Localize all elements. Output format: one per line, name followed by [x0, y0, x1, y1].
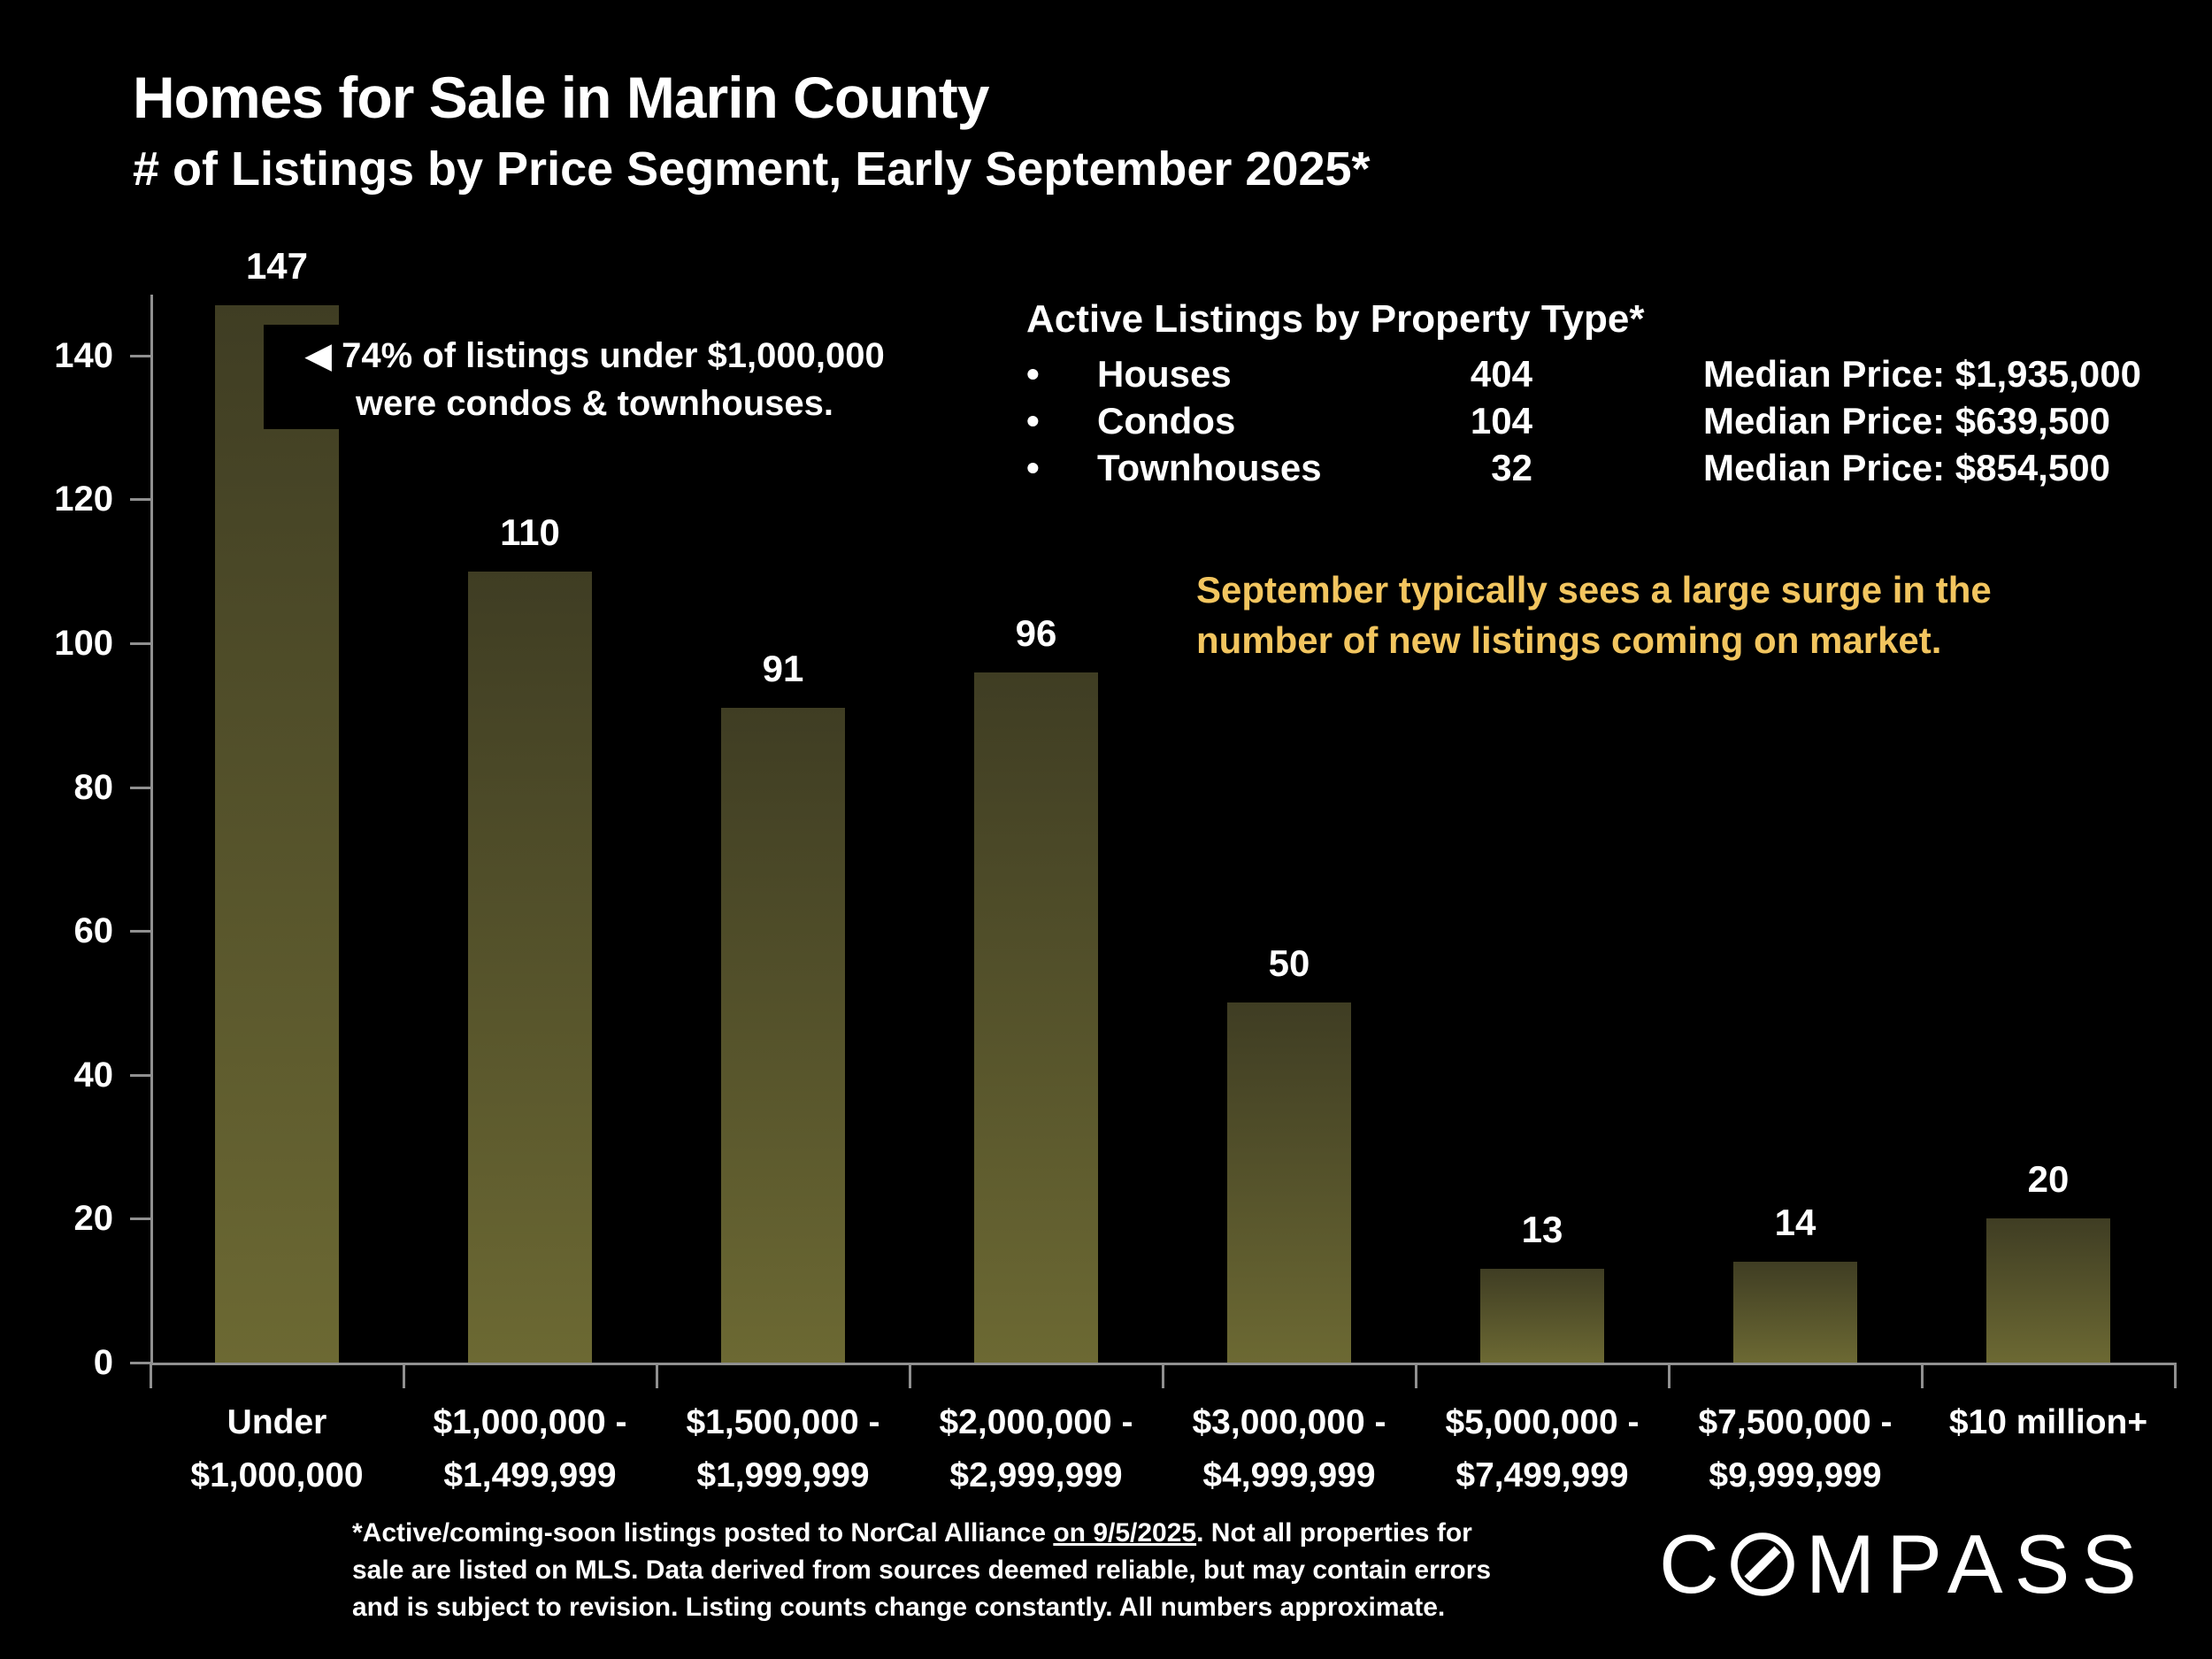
x-axis-tick	[656, 1363, 658, 1388]
x-axis-tick	[1162, 1363, 1164, 1388]
y-axis-tick	[130, 1217, 150, 1221]
x-category-line: Under	[227, 1403, 327, 1441]
y-axis-tick	[130, 498, 150, 502]
bar-value-label: 110	[500, 511, 560, 553]
bar-value-label: 91	[762, 648, 804, 689]
y-axis-tick-label: 100	[54, 624, 113, 663]
y-axis-tick	[130, 1362, 150, 1364]
y-axis-tick-label: 0	[93, 1343, 113, 1382]
bar-value-label: 13	[1521, 1209, 1563, 1250]
bullet-icon: •	[1026, 447, 1040, 488]
x-category-label: $5,000,000 - $7,499,999	[1416, 1396, 1669, 1502]
x-category-line: $10 million+	[1948, 1403, 2148, 1441]
x-category-line: $1,499,999	[443, 1456, 617, 1494]
bar-value-label: 50	[1268, 942, 1310, 984]
footnote: *Active/coming-soon listings posted to N…	[352, 1515, 1491, 1626]
bar-value-label: 14	[1774, 1202, 1816, 1243]
property-row-label: Houses	[1097, 353, 1232, 395]
x-category-label: $1,000,000 - $1,499,999	[403, 1396, 657, 1502]
page-subtitle: # of Listings by Price Segment, Early Se…	[133, 142, 1371, 196]
y-axis-tick-label: 80	[73, 767, 114, 807]
x-category-label: $2,000,000 - $2,999,999	[910, 1396, 1163, 1502]
x-axis-tick	[2174, 1363, 2177, 1388]
x-category-line: $7,500,000 -	[1698, 1403, 1893, 1441]
x-category-line: $1,000,000	[190, 1456, 364, 1494]
property-row-count: 104	[1470, 400, 1532, 442]
compass-logo: C MPASS	[1659, 1517, 2154, 1610]
x-category-line: $1,000,000 -	[433, 1403, 627, 1441]
bar	[1733, 1262, 1857, 1363]
annotation-line1: ◀ 74% of listings under $1,000,000	[264, 332, 926, 380]
bar	[721, 708, 845, 1363]
property-row-label: Condos	[1097, 400, 1236, 442]
property-row-median: Median Price: $639,500	[1703, 400, 2110, 442]
bar	[1986, 1218, 2110, 1363]
property-row-median: Median Price: $1,935,000	[1703, 353, 2141, 395]
y-axis-line	[150, 295, 153, 1365]
bar	[215, 305, 339, 1363]
y-axis-tick-label: 40	[73, 1055, 114, 1094]
x-category-line: $7,499,999	[1455, 1456, 1629, 1494]
x-category-label: $10 million+	[1922, 1396, 2175, 1449]
bar-value-label: 147	[245, 245, 309, 287]
y-axis-tick	[130, 354, 150, 357]
x-axis-tick	[1415, 1363, 1417, 1388]
x-category-line: $2,000,000 -	[939, 1403, 1133, 1441]
y-axis-tick	[130, 930, 150, 933]
footnote-line2: sale are listed on MLS. Data derived fro…	[352, 1555, 1492, 1585]
annotation-text1: 74% of listings under $1,000,000	[342, 336, 885, 375]
bullet-icon: •	[1026, 400, 1040, 442]
annotation-text2: were condos & townhouses.	[355, 384, 834, 423]
y-axis-tick-label: 140	[54, 335, 113, 375]
logo-letter-c: C	[1659, 1517, 1719, 1610]
bar	[974, 672, 1098, 1363]
september-note-line2: number of new listings coming on market.	[1196, 619, 1942, 661]
bar-value-label: 96	[1015, 612, 1057, 654]
footnote-line3: and is subject to revision. Listing coun…	[352, 1593, 1446, 1622]
x-category-line: $1,999,999	[696, 1456, 870, 1494]
bar	[1227, 1002, 1351, 1363]
x-category-label: $1,500,000 - $1,999,999	[657, 1396, 910, 1502]
x-category-label: Under $1,000,000	[150, 1396, 403, 1502]
y-axis-tick	[130, 1073, 150, 1077]
property-panel-title: Active Listings by Property Type*	[1026, 297, 1645, 341]
x-axis-tick	[1668, 1363, 1671, 1388]
annotation-callout: ◀ 74% of listings under $1,000,000 were …	[264, 325, 926, 429]
x-category-line: $1,500,000 -	[686, 1403, 880, 1441]
x-axis-tick	[403, 1363, 405, 1388]
page-title: Homes for Sale in Marin County	[133, 65, 989, 130]
footnote-line1: *Active/coming-soon listings posted to N…	[352, 1518, 1472, 1548]
september-note: September typically sees a large surge i…	[1196, 565, 1992, 665]
x-category-label: $7,500,000 - $9,999,999	[1669, 1396, 1922, 1502]
x-axis-tick	[909, 1363, 911, 1388]
x-category-line: $4,999,999	[1202, 1456, 1376, 1494]
y-axis-tick	[130, 642, 150, 645]
bar-value-label: 20	[2027, 1158, 2070, 1200]
y-axis-tick-label: 120	[54, 480, 113, 519]
bar	[468, 572, 592, 1363]
x-category-label: $3,000,000 - $4,999,999	[1163, 1396, 1416, 1502]
bullet-icon: •	[1026, 353, 1040, 395]
y-axis-tick-label: 20	[73, 1199, 114, 1239]
x-category-line: $9,999,999	[1709, 1456, 1882, 1494]
property-row-median: Median Price: $854,500	[1703, 447, 2110, 488]
logo-letters-mpass: MPASS	[1805, 1517, 2149, 1610]
compass-o-icon	[1731, 1532, 1794, 1596]
y-axis-tick	[130, 786, 150, 789]
y-axis-tick-label: 60	[73, 911, 114, 951]
x-axis-tick	[150, 1363, 152, 1388]
property-row-label: Townhouses	[1097, 447, 1322, 488]
x-category-line: $2,999,999	[949, 1456, 1123, 1494]
property-row-count: 32	[1491, 447, 1532, 488]
x-axis-tick	[1921, 1363, 1924, 1388]
underlined-date: on 9/5/2025	[1053, 1518, 1197, 1548]
property-row-count: 404	[1470, 353, 1532, 395]
left-arrow-icon: ◀	[304, 336, 333, 375]
bar	[1480, 1269, 1604, 1363]
x-category-line: $5,000,000 -	[1445, 1403, 1640, 1441]
september-note-line1: September typically sees a large surge i…	[1196, 569, 1992, 611]
x-category-line: $3,000,000 -	[1192, 1403, 1386, 1441]
